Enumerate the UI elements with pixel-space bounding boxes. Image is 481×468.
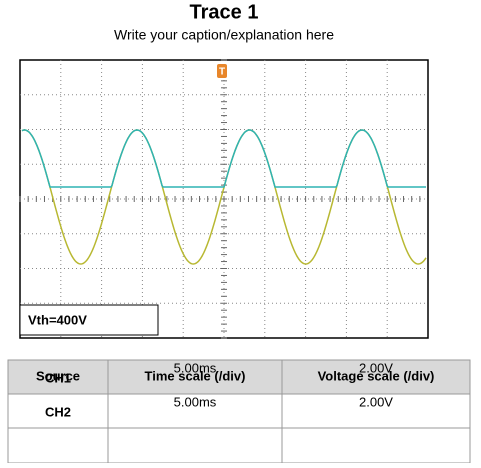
header-cell: Voltage scale (/div) — [318, 368, 435, 383]
table-cell — [281, 427, 471, 464]
trigger-label: T — [219, 67, 225, 78]
header-bg — [8, 360, 470, 394]
title: Trace 1 — [190, 1, 259, 23]
annotation: Vth=400V — [28, 312, 87, 327]
value-cell: 5.00ms — [174, 360, 217, 375]
annotation-box — [19, 304, 159, 336]
scope-screen: T — [19, 59, 429, 339]
header-cell: Time scale (/div) — [145, 368, 246, 383]
ch2-trace — [21, 129, 426, 188]
header-cell: Source — [36, 368, 80, 383]
caption: Write your caption/explanation here — [114, 27, 334, 43]
value-cell: 2.00V — [359, 360, 393, 375]
source-cell: CH1 — [45, 370, 71, 385]
table-cell — [7, 427, 109, 464]
source-cell: CH2 — [45, 404, 71, 419]
table-cell — [107, 427, 283, 464]
value-cell: 5.00ms — [174, 394, 217, 409]
table: Source Time scale (/div) Voltage scale (/d… — [7, 359, 471, 464]
value-cell: 2.00V — [359, 394, 393, 409]
trigger-marker — [217, 64, 227, 78]
